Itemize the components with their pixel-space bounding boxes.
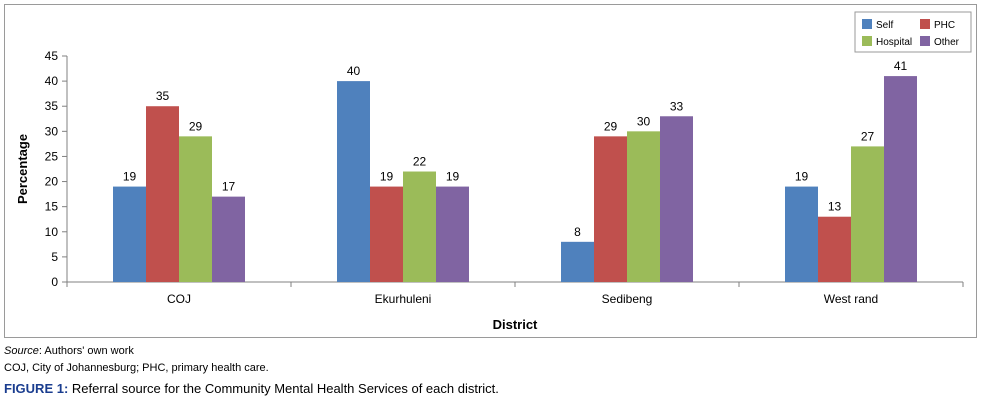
data-label: 8: [574, 225, 581, 239]
bar: [818, 216, 851, 282]
legend-swatch: [920, 19, 930, 29]
y-tick-label: 0: [51, 275, 58, 289]
x-tick-label: Sedibeng: [602, 292, 653, 306]
bar: [370, 186, 403, 282]
legend-label: Self: [876, 20, 893, 31]
y-tick-label: 15: [45, 200, 59, 214]
y-tick-label: 20: [45, 175, 59, 189]
x-tick-label: Ekurhuleni: [375, 292, 432, 306]
data-label: 22: [413, 155, 427, 169]
legend-swatch: [862, 36, 872, 46]
y-tick-label: 5: [51, 250, 58, 264]
abbreviations-note: COJ, City of Johannesburg; PHC, primary …: [4, 362, 269, 374]
bar: [146, 106, 179, 282]
data-label: 29: [604, 119, 618, 133]
y-tick-label: 35: [45, 99, 59, 113]
bar: [594, 136, 627, 282]
source-text: : Authors' own work: [38, 345, 134, 357]
data-label: 41: [894, 59, 908, 73]
bar: [627, 131, 660, 282]
figure-text: Referral source for the Community Mental…: [68, 381, 499, 396]
y-tick-label: 25: [45, 149, 59, 163]
y-axis-title: Percentage: [15, 134, 30, 204]
bar: [212, 196, 245, 282]
legend-box: [854, 11, 972, 53]
legend-label: Other: [934, 37, 960, 48]
x-axis-title: District: [493, 317, 538, 332]
figure-caption: FIGURE 1: Referral source for the Commun…: [4, 381, 499, 396]
legend-swatch: [920, 36, 930, 46]
data-label: 35: [156, 89, 170, 103]
legend-swatch: [862, 19, 872, 29]
bar: [785, 186, 818, 282]
bar: [403, 171, 436, 282]
bar: [561, 241, 594, 282]
data-label: 17: [222, 180, 236, 194]
bar: [179, 136, 212, 282]
bar: [113, 186, 146, 282]
bar: [660, 116, 693, 283]
source-note: Source: Authors' own work: [4, 345, 134, 357]
y-tick-label: 45: [45, 49, 59, 63]
x-tick-label: West rand: [824, 292, 878, 306]
figure-label: FIGURE 1:: [4, 381, 69, 396]
data-label: 19: [446, 170, 460, 184]
y-tick-label: 40: [45, 74, 59, 88]
bar: [436, 186, 469, 282]
bar-chart: 0 5 10 15 20 25 30 35 40 45 COJ Ekurhuleni Sedibeng W…: [15, 11, 972, 332]
y-tick-label: 10: [45, 225, 59, 239]
bar: [884, 76, 917, 282]
data-label: 27: [861, 129, 875, 143]
data-label: 19: [795, 170, 809, 184]
data-label: 30: [637, 114, 651, 128]
source-label: Source: [4, 345, 39, 357]
data-label: 19: [380, 170, 394, 184]
data-label: 29: [189, 119, 203, 133]
legend-label: Hospital: [876, 37, 912, 48]
data-label: 19: [123, 170, 137, 184]
x-tick-label: COJ: [167, 292, 191, 306]
bar: [851, 146, 884, 282]
data-label: 40: [347, 64, 361, 78]
chart-frame: 0 5 10 15 20 25 30 35 40 45 COJ Ekurhuleni Sedibeng W…: [4, 4, 977, 338]
data-label: 13: [828, 200, 842, 214]
data-label: 33: [670, 99, 684, 113]
y-tick-label: 30: [45, 124, 59, 138]
legend-label: PHC: [934, 20, 955, 31]
bar: [337, 81, 370, 282]
